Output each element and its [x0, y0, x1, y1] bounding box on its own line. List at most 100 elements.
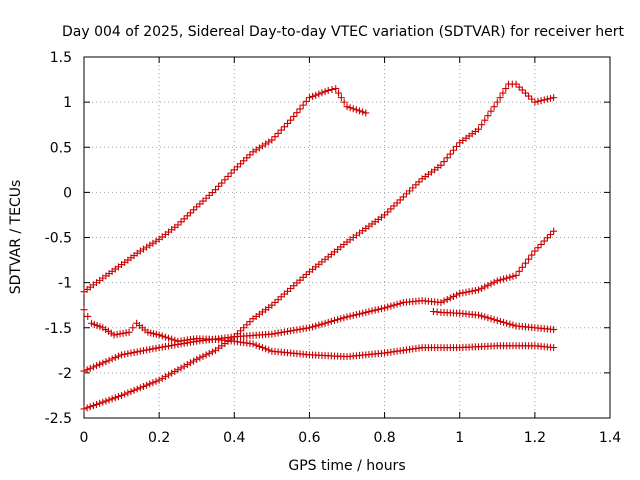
data-point [481, 313, 489, 321]
data-point [318, 89, 326, 97]
data-point [359, 108, 367, 116]
x-tick-label: 0.2 [148, 430, 170, 446]
data-point [183, 212, 191, 220]
data-point [496, 94, 504, 102]
data-point [443, 295, 451, 303]
data-point [337, 315, 345, 323]
data-point [387, 302, 395, 310]
data-point [468, 287, 476, 295]
data-point [302, 97, 310, 105]
data-point [262, 345, 270, 353]
data-point [255, 342, 263, 350]
data-point [547, 94, 555, 102]
data-point [240, 324, 248, 332]
data-point [387, 205, 395, 213]
data-point [155, 331, 163, 339]
data-point [515, 267, 523, 275]
x-axis-label: GPS time / hours [288, 458, 405, 474]
data-point [399, 193, 407, 201]
data-point [359, 309, 367, 317]
x-tick-label: 1.2 [524, 430, 546, 446]
data-point [349, 311, 357, 319]
series-5 [429, 308, 558, 334]
data-point [393, 300, 401, 308]
data-point [537, 97, 545, 105]
data-point [133, 348, 141, 356]
data-point [124, 350, 132, 358]
data-point [105, 356, 113, 364]
data-point [193, 355, 201, 363]
data-point [478, 284, 486, 292]
data-point [368, 307, 376, 315]
x-tick-label: 0 [80, 430, 89, 446]
data-point [84, 312, 92, 320]
data-point [484, 112, 492, 120]
data-point [171, 336, 179, 344]
data-point [449, 146, 457, 154]
data-point [299, 101, 307, 109]
data-point [481, 116, 489, 124]
data-point [83, 366, 91, 374]
data-point [290, 112, 298, 120]
data-point [180, 215, 188, 223]
data-point [509, 321, 517, 329]
y-tick-label: 0.5 [50, 140, 72, 156]
y-tick-label: -2.5 [45, 411, 72, 427]
data-point [139, 347, 147, 355]
data-point [136, 384, 144, 392]
data-point [462, 288, 470, 296]
data-point [321, 88, 329, 96]
data-point [108, 355, 116, 363]
data-point [143, 381, 151, 389]
data-point [205, 349, 213, 357]
data-point [165, 371, 173, 379]
data-point [343, 313, 351, 321]
data-point [456, 289, 464, 297]
data-point [293, 109, 301, 117]
data-point [118, 351, 126, 359]
data-point [484, 314, 492, 322]
grid-lines [84, 57, 610, 418]
data-point [475, 311, 482, 319]
data-point [274, 129, 282, 137]
data-point [190, 206, 198, 214]
data-point [471, 286, 479, 294]
data-point [86, 403, 94, 411]
x-tick-label: 1 [455, 430, 464, 446]
data-point [124, 389, 132, 397]
data-point [381, 211, 389, 219]
data-point [496, 276, 504, 284]
y-tick-label: 0 [63, 185, 72, 201]
data-point [493, 317, 501, 325]
data-point [321, 319, 329, 327]
x-tick-label: 0.6 [298, 430, 320, 446]
data-point [114, 352, 122, 360]
data-point [337, 94, 345, 102]
data-point [224, 172, 232, 180]
data-point [102, 358, 110, 366]
data-point [243, 154, 251, 162]
data-point [509, 272, 517, 280]
y-tick-label: 1.5 [50, 50, 72, 66]
data-point [309, 92, 317, 100]
data-point [415, 178, 423, 186]
data-point [114, 393, 122, 401]
data-point [475, 286, 482, 294]
data-point [215, 182, 223, 190]
data-point [465, 288, 473, 296]
series-2 [80, 80, 558, 413]
data-point [503, 319, 511, 327]
data-point [384, 208, 392, 216]
data-point [547, 230, 555, 238]
series-1 [80, 85, 370, 296]
data-point [127, 349, 135, 357]
data-point [202, 351, 210, 359]
data-point [340, 98, 348, 106]
data-point [340, 314, 348, 322]
data-point [506, 273, 514, 281]
data-point [271, 133, 279, 141]
data-point [93, 400, 101, 408]
data-point [349, 105, 357, 113]
data-point [130, 386, 138, 394]
data-point [343, 103, 351, 111]
